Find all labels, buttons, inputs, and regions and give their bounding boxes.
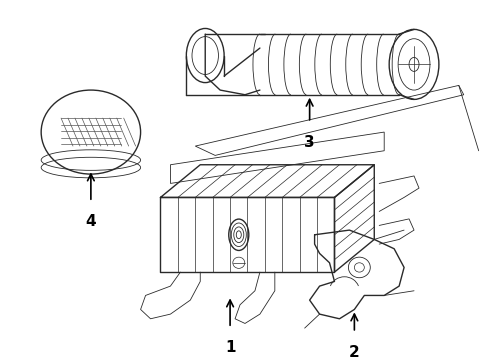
Text: 4: 4 (86, 214, 96, 229)
Text: 3: 3 (304, 135, 315, 150)
Text: 1: 1 (225, 340, 235, 355)
Text: 2: 2 (349, 345, 360, 360)
